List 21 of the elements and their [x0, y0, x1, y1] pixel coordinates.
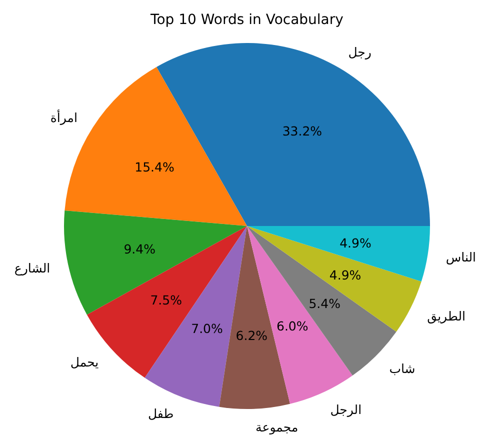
- chart-title: Top 10 Words in Vocabulary: [150, 12, 344, 28]
- data-label: 7.5%: [150, 292, 182, 308]
- slice-label: يحمل: [70, 354, 100, 370]
- slice-label: الشارع: [14, 260, 50, 277]
- slice-label: امرأة: [50, 109, 78, 126]
- data-label: 15.4%: [134, 159, 174, 174]
- slice-label: طفل: [148, 406, 174, 421]
- data-label: 6.2%: [236, 328, 268, 344]
- data-label: 4.9%: [340, 235, 372, 250]
- slice-label: الناس: [446, 249, 476, 266]
- slice-label: مجموعة: [256, 420, 298, 436]
- data-label: 6.0%: [276, 318, 308, 334]
- data-label: 7.0%: [191, 320, 224, 336]
- data-label: 9.4%: [124, 241, 156, 256]
- slice-label: شاب: [389, 360, 416, 376]
- slice-label: رجل: [348, 44, 372, 60]
- data-label: 4.9%: [329, 267, 362, 282]
- data-label: 33.2%: [282, 124, 322, 139]
- slice-label: الطريق: [427, 308, 466, 324]
- slice-label: الرجل: [330, 402, 362, 418]
- data-label: 5.4%: [308, 296, 341, 312]
